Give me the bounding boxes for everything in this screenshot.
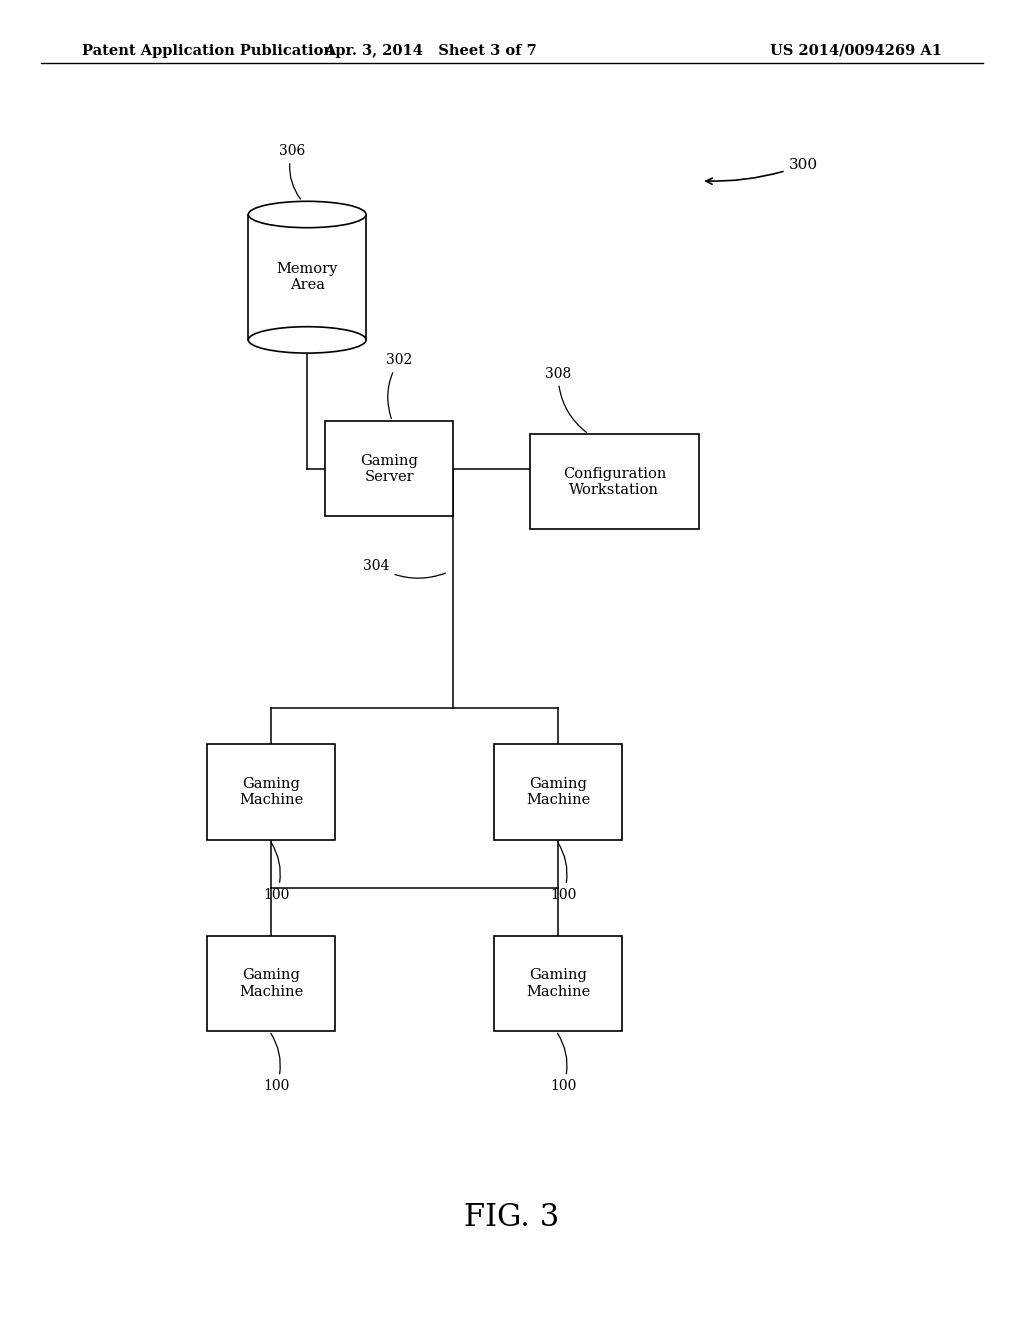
Bar [495, 744, 623, 840]
Bar [326, 421, 453, 516]
Text: 100: 100 [550, 1034, 577, 1093]
Text: Gaming
Server: Gaming Server [360, 454, 418, 483]
Text: Apr. 3, 2014   Sheet 3 of 7: Apr. 3, 2014 Sheet 3 of 7 [324, 44, 537, 58]
Text: Gaming
Machine: Gaming Machine [240, 777, 303, 807]
Text: Gaming
Machine: Gaming Machine [240, 969, 303, 998]
Bar [207, 744, 336, 840]
Text: 304: 304 [364, 558, 445, 578]
Text: Patent Application Publication: Patent Application Publication [82, 44, 334, 58]
Text: 308: 308 [545, 367, 587, 433]
Text: Memory
Area: Memory Area [276, 263, 338, 292]
Text: 300: 300 [707, 158, 817, 185]
Text: US 2014/0094269 A1: US 2014/0094269 A1 [770, 44, 942, 58]
Bar [495, 936, 623, 1031]
Text: 306: 306 [279, 144, 305, 199]
Text: Configuration
Workstation: Configuration Workstation [563, 467, 666, 496]
Ellipse shape [248, 201, 367, 227]
Text: 100: 100 [263, 842, 290, 902]
Bar [248, 214, 367, 339]
Ellipse shape [248, 326, 367, 354]
Text: 302: 302 [386, 354, 413, 418]
Text: FIG. 3: FIG. 3 [464, 1201, 560, 1233]
Bar [207, 936, 336, 1031]
Text: Gaming
Machine: Gaming Machine [526, 777, 590, 807]
Text: 100: 100 [550, 842, 577, 902]
Text: Gaming
Machine: Gaming Machine [526, 969, 590, 998]
Bar [530, 434, 698, 529]
Text: 100: 100 [263, 1034, 290, 1093]
